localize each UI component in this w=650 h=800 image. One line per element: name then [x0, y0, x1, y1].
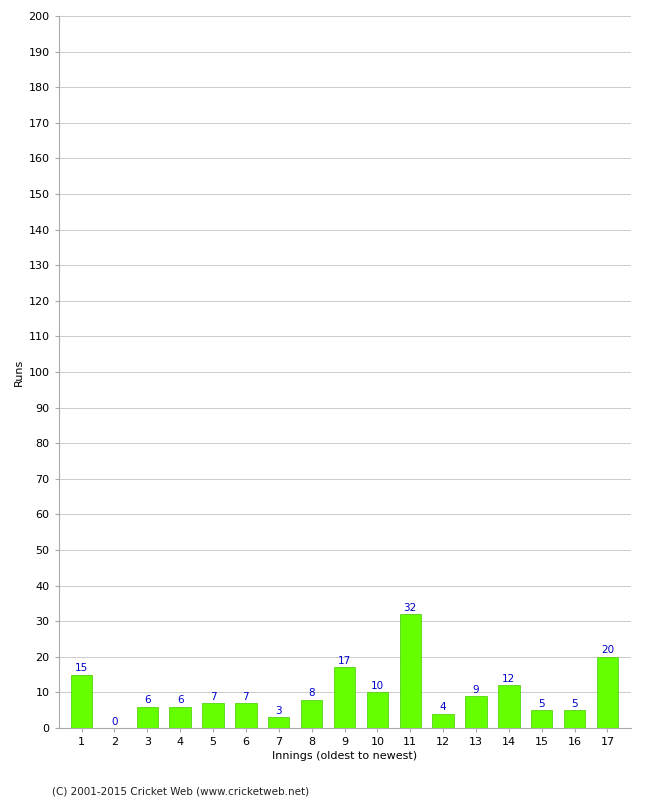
- Text: 3: 3: [276, 706, 282, 716]
- Text: 32: 32: [404, 602, 417, 613]
- Text: 6: 6: [144, 695, 151, 706]
- Bar: [400, 614, 421, 728]
- Text: 5: 5: [538, 698, 545, 709]
- Text: 0: 0: [111, 717, 118, 726]
- Text: 15: 15: [75, 663, 88, 673]
- Bar: [235, 703, 257, 728]
- Bar: [531, 710, 552, 728]
- Text: 8: 8: [308, 688, 315, 698]
- Bar: [334, 667, 355, 728]
- Bar: [136, 706, 158, 728]
- Text: 10: 10: [370, 681, 384, 691]
- Text: 4: 4: [440, 702, 447, 712]
- Text: 7: 7: [242, 692, 249, 702]
- Bar: [268, 718, 289, 728]
- Text: 12: 12: [502, 674, 515, 684]
- Bar: [597, 657, 618, 728]
- Text: 5: 5: [571, 698, 578, 709]
- Text: 17: 17: [338, 656, 351, 666]
- Bar: [564, 710, 585, 728]
- Bar: [301, 699, 322, 728]
- Bar: [367, 693, 388, 728]
- Bar: [170, 706, 191, 728]
- Text: 9: 9: [473, 685, 479, 694]
- Bar: [465, 696, 487, 728]
- Bar: [432, 714, 454, 728]
- X-axis label: Innings (oldest to newest): Innings (oldest to newest): [272, 751, 417, 761]
- Bar: [71, 674, 92, 728]
- Bar: [498, 686, 519, 728]
- Bar: [202, 703, 224, 728]
- Text: 6: 6: [177, 695, 183, 706]
- Text: (C) 2001-2015 Cricket Web (www.cricketweb.net): (C) 2001-2015 Cricket Web (www.cricketwe…: [52, 786, 309, 796]
- Text: 7: 7: [210, 692, 216, 702]
- Y-axis label: Runs: Runs: [14, 358, 24, 386]
- Text: 20: 20: [601, 646, 614, 655]
